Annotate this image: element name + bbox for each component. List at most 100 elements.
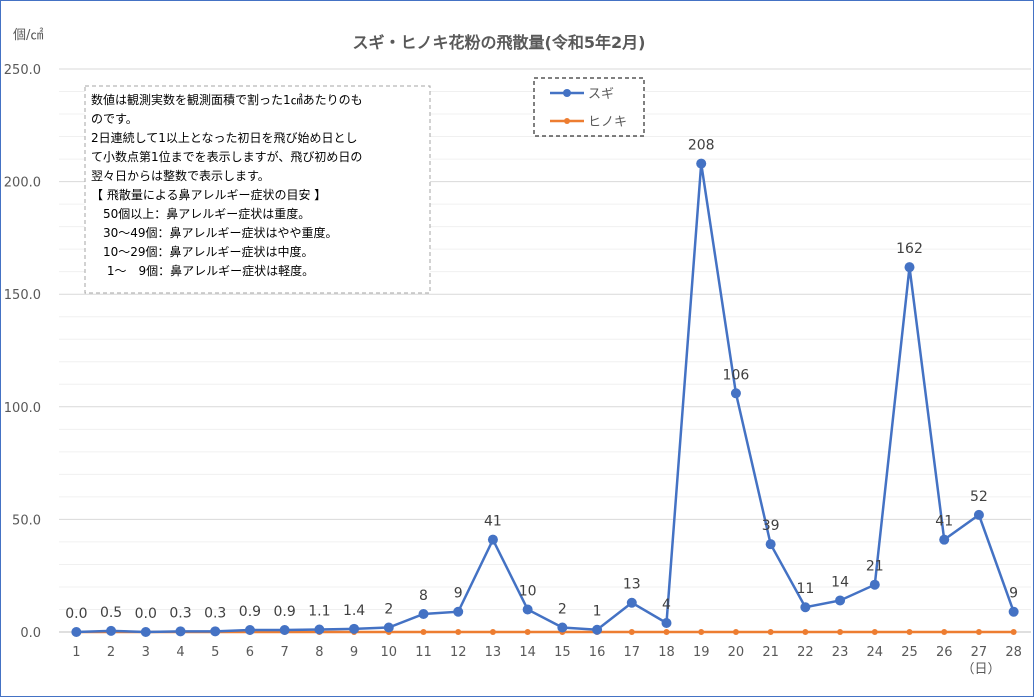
data-point	[802, 629, 809, 635]
note-line: 50個以上：鼻アレルギー症状は重度。	[91, 206, 310, 221]
x-tick-label: 21	[762, 645, 779, 660]
data-point	[244, 624, 255, 635]
data-label: 2	[558, 601, 567, 617]
x-tick-label: 18	[658, 645, 675, 660]
data-point	[557, 622, 568, 633]
data-point	[767, 629, 774, 635]
legend-label: スギ	[588, 87, 614, 102]
y-tick-label: 250.0	[4, 63, 41, 78]
x-tick-label: 5	[211, 645, 219, 660]
data-point	[1010, 629, 1017, 635]
data-point	[420, 629, 427, 635]
x-tick-label: 24	[867, 645, 884, 660]
data-point	[1008, 606, 1019, 617]
note-line: 【 飛散量による鼻アレルギー症状の目安 】	[91, 187, 326, 202]
data-label: 14	[831, 574, 849, 590]
data-point	[732, 629, 739, 635]
data-point	[628, 629, 635, 635]
data-point	[941, 629, 948, 635]
x-tick-label: 27	[971, 645, 988, 660]
x-tick-label: 17	[624, 645, 641, 660]
data-label: 21	[866, 559, 884, 575]
data-label: 10	[519, 583, 537, 599]
x-tick-label: 9	[350, 645, 358, 660]
data-point	[106, 625, 117, 636]
data-point	[835, 595, 846, 606]
x-tick-label: 28	[1005, 645, 1022, 660]
note-line: て小数点第1位までを表示しますが、飛び初め日の	[91, 149, 362, 164]
data-label: 0.9	[274, 604, 296, 620]
data-point	[455, 629, 462, 635]
data-point	[973, 509, 984, 520]
data-point	[698, 629, 705, 635]
note-line: 数値は観測実数を観測面積で割った1㎠あたりのも	[91, 92, 363, 107]
data-label: 13	[623, 577, 641, 593]
data-label: 162	[896, 241, 923, 257]
data-point	[626, 597, 637, 608]
note-line: 翌々日からは整数で表示します。	[91, 168, 270, 183]
data-point	[661, 617, 672, 628]
x-tick-label: 7	[281, 645, 289, 660]
x-tick-label: 11	[415, 645, 432, 660]
note-box-border	[84, 85, 431, 294]
note-line: 10～29個：鼻アレルギー症状は中度。	[91, 244, 314, 259]
x-tick-label: 26	[936, 645, 953, 660]
data-point	[869, 579, 880, 590]
data-point	[730, 388, 741, 399]
legend-border	[533, 77, 645, 137]
y-axis-unit: 個/㎠	[13, 28, 43, 43]
data-point	[904, 262, 915, 273]
data-point	[871, 629, 878, 635]
x-tick-label: 6	[246, 645, 254, 660]
legend-label: ヒノキ	[588, 115, 627, 130]
x-tick-label: 19	[693, 645, 710, 660]
x-tick-label: 13	[485, 645, 502, 660]
data-point	[663, 629, 670, 635]
data-point	[592, 624, 603, 635]
data-label: 0.9	[239, 604, 261, 620]
x-tick-label: 2	[107, 645, 115, 660]
data-point	[939, 534, 950, 545]
data-label: 11	[796, 581, 814, 597]
data-label: 0.3	[169, 605, 191, 621]
data-point	[837, 629, 844, 635]
series-line	[76, 163, 1015, 634]
x-tick-label: 20	[728, 645, 745, 660]
data-label: 0.5	[100, 605, 122, 621]
data-point	[975, 629, 982, 635]
gridlines	[59, 68, 1031, 610]
y-tick-label: 100.0	[4, 401, 41, 416]
data-point	[314, 624, 325, 635]
note-line: のです。	[91, 112, 138, 126]
y-tick-label: 200.0	[4, 176, 41, 191]
y-tick-label: 50.0	[12, 513, 41, 528]
data-label: 106	[723, 367, 750, 383]
data-label: 9	[454, 586, 463, 602]
data-point	[210, 626, 221, 637]
data-label: 0.3	[204, 605, 226, 621]
x-tick-label: 16	[589, 645, 606, 660]
data-label: 9	[1009, 586, 1018, 602]
data-label: 1	[593, 604, 602, 620]
data-point	[906, 629, 913, 635]
chart-title: スギ・ヒノキ花粉の飛散量(令和5年2月)	[353, 33, 646, 52]
data-point	[418, 608, 429, 619]
data-label: 1.1	[308, 604, 330, 620]
note-line: 1～ 9個：鼻アレルギー症状は軽度。	[91, 263, 314, 278]
data-label: 2	[384, 601, 393, 617]
y-tick-label: 0.0	[20, 626, 41, 641]
data-point	[140, 627, 151, 637]
legend-marker	[563, 89, 571, 97]
data-point	[765, 539, 776, 550]
x-tick-label: 12	[450, 645, 467, 660]
data-label: 41	[484, 514, 502, 530]
data-label: 0.0	[65, 606, 87, 622]
y-tick-label: 150.0	[4, 288, 41, 303]
data-point	[349, 623, 360, 634]
data-point	[175, 626, 186, 637]
data-label: 39	[762, 518, 780, 534]
